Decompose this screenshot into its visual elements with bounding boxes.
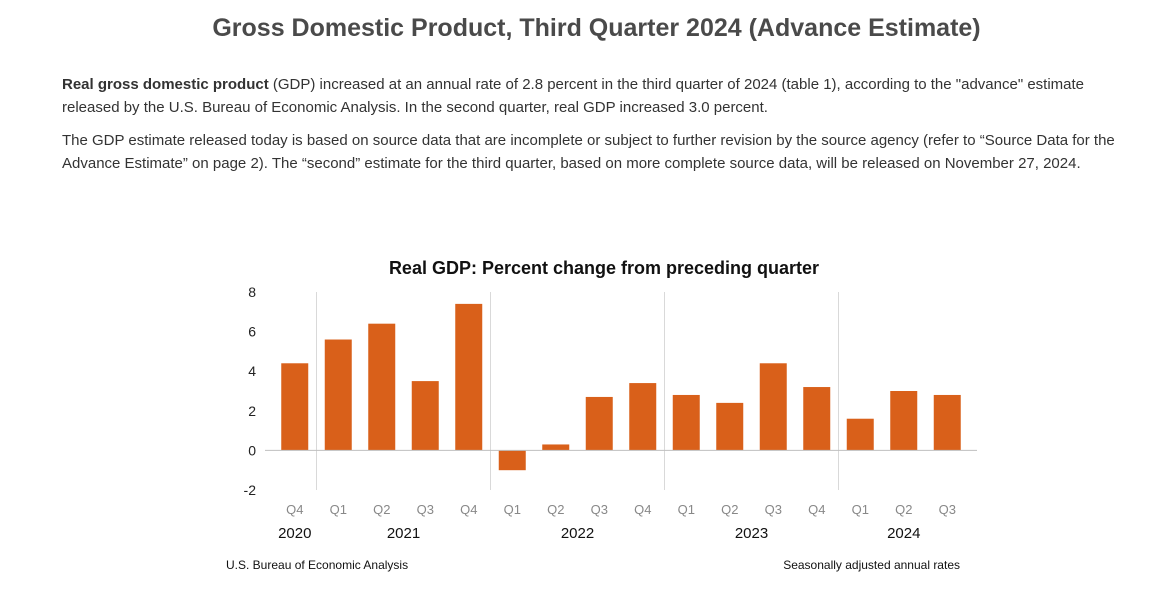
bar [411, 381, 439, 451]
y-tick-label: -2 [244, 482, 257, 498]
y-tick-label: 6 [248, 324, 256, 340]
x-tick-label: Q3 [417, 502, 434, 517]
x-tick-label: Q3 [939, 502, 956, 517]
x-tick-label: Q4 [634, 502, 651, 517]
bar [672, 394, 700, 451]
intro-bold-text: Real gross domestic product [62, 76, 269, 93]
y-tick-label: 2 [248, 403, 256, 419]
chart-title: Real GDP: Percent change from preceding … [389, 258, 819, 278]
x-tick-label: Q1 [852, 502, 869, 517]
x-tick-label: Q3 [765, 502, 782, 517]
y-tick-label: 0 [248, 442, 256, 458]
bar [281, 363, 309, 451]
bar [455, 303, 483, 451]
chart-source: U.S. Bureau of Economic Analysis [226, 558, 409, 572]
x-tick-label: Q2 [373, 502, 390, 517]
year-label: 2021 [387, 525, 420, 542]
year-label: 2020 [278, 525, 311, 542]
page-title: Gross Domestic Product, Third Quarter 20… [212, 14, 981, 42]
x-tick-label: Q4 [460, 502, 477, 517]
y-tick-label: 4 [248, 363, 256, 379]
bar [542, 444, 570, 451]
x-tick-label: Q2 [895, 502, 912, 517]
x-tick-label: Q4 [286, 502, 303, 517]
bar [803, 387, 831, 451]
bar [890, 391, 918, 451]
year-label: 2022 [561, 525, 594, 542]
bar [716, 402, 744, 451]
bar [759, 363, 787, 451]
bar [629, 383, 657, 451]
intro-paragraph: Real gross domestic product (GDP) increa… [62, 73, 1142, 119]
bar [368, 323, 396, 451]
x-tick-label: Q2 [547, 502, 564, 517]
chart-note: Seasonally adjusted annual rates [783, 558, 960, 572]
year-label: 2024 [887, 525, 920, 542]
bar [933, 394, 961, 451]
bar [324, 339, 352, 451]
x-tick-label: Q1 [330, 502, 347, 517]
estimate-paragraph: The GDP estimate released today is based… [62, 132, 1115, 172]
x-tick-label: Q1 [504, 502, 521, 517]
bar [585, 396, 613, 451]
x-tick-label: Q2 [721, 502, 738, 517]
bar [498, 450, 526, 471]
intro-text: (GDP) increased at an annual rate of 2.8… [62, 76, 1085, 116]
y-tick-label: 8 [248, 284, 256, 300]
x-tick-label: Q3 [591, 502, 608, 517]
year-label: 2023 [735, 525, 768, 542]
bar [846, 418, 874, 451]
x-tick-label: Q4 [808, 502, 825, 517]
x-tick-label: Q1 [678, 502, 695, 517]
